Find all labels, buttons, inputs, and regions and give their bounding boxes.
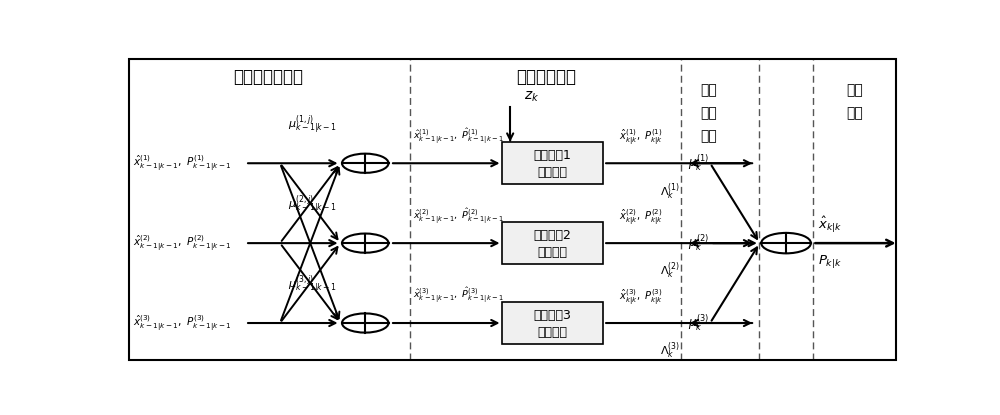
Text: $\hat{x}^{(1)}_{k-1|k-1},\ \hat{P}^{(1)}_{k-1|k-1}$: $\hat{x}^{(1)}_{k-1|k-1},\ \hat{P}^{(1)}…	[413, 126, 504, 146]
Bar	[502, 222, 603, 264]
Text: $\mu^{(2,j)}_{k-1|k-1}$: $\mu^{(2,j)}_{k-1|k-1}$	[288, 193, 337, 216]
Text: $\hat{x}^{(2)}_{k-1|k-1},\ P^{(2)}_{k-1|k-1}$: $\hat{x}^{(2)}_{k-1|k-1},\ P^{(2)}_{k-1|…	[133, 233, 232, 253]
Text: $\mu^{(3,j)}_{k-1|k-1}$: $\mu^{(3,j)}_{k-1|k-1}$	[288, 273, 337, 296]
Text: $\mu^{(3)}_k$: $\mu^{(3)}_k$	[688, 313, 710, 333]
Text: $\Lambda^{(3)}_k$: $\Lambda^{(3)}_k$	[660, 341, 680, 361]
Text: $\hat{x}^{(2)}_{k-1|k-1},\ \hat{P}^{(2)}_{k-1|k-1}$: $\hat{x}^{(2)}_{k-1|k-1},\ \hat{P}^{(2)}…	[413, 206, 504, 225]
Text: 的滤波器: 的滤波器	[538, 166, 568, 179]
Text: 基于模型1: 基于模型1	[534, 149, 572, 162]
Text: $\mu^{(1,j)}_{k-1|k-1}$: $\mu^{(1,j)}_{k-1|k-1}$	[288, 113, 337, 136]
Text: 模型条件初始化: 模型条件初始化	[233, 68, 303, 86]
Text: $\hat{x}_{k|k}$: $\hat{x}_{k|k}$	[818, 215, 842, 234]
Text: 估计: 估计	[847, 83, 863, 97]
Bar	[502, 142, 603, 184]
Text: $z_k$: $z_k$	[524, 90, 539, 104]
Text: 的滤波器: 的滤波器	[538, 326, 568, 339]
Text: $\hat{x}^{(3)}_{k|k},\ P^{(3)}_{k|k}$: $\hat{x}^{(3)}_{k|k},\ P^{(3)}_{k|k}$	[619, 287, 664, 307]
Text: 基于模型2: 基于模型2	[534, 229, 572, 242]
Text: $\hat{x}^{(3)}_{k-1|k-1},\ P^{(3)}_{k-1|k-1}$: $\hat{x}^{(3)}_{k-1|k-1},\ P^{(3)}_{k-1|…	[133, 313, 232, 333]
Text: $\hat{x}^{(1)}_{k-1|k-1},\ P^{(1)}_{k-1|k-1}$: $\hat{x}^{(1)}_{k-1|k-1},\ P^{(1)}_{k-1|…	[133, 153, 232, 173]
Bar	[502, 302, 603, 344]
Text: 模型条件滤波: 模型条件滤波	[516, 68, 576, 86]
Text: $\mu^{(1)}_k$: $\mu^{(1)}_k$	[688, 153, 710, 173]
Text: 概率: 概率	[700, 106, 717, 120]
Text: 基于模型3: 基于模型3	[534, 308, 572, 322]
Text: 融合: 融合	[847, 106, 863, 120]
Text: $P_{k|k}$: $P_{k|k}$	[818, 253, 842, 270]
Text: $\hat{x}^{(2)}_{k|k},\ P^{(2)}_{k|k}$: $\hat{x}^{(2)}_{k|k},\ P^{(2)}_{k|k}$	[619, 208, 664, 227]
Text: $\Lambda^{(1)}_k$: $\Lambda^{(1)}_k$	[660, 181, 680, 202]
Text: $\hat{x}^{(3)}_{k-1|k-1},\ \hat{P}^{(3)}_{k-1|k-1}$: $\hat{x}^{(3)}_{k-1|k-1},\ \hat{P}^{(3)}…	[413, 286, 504, 305]
Text: $\hat{x}^{(1)}_{k|k},\ P^{(1)}_{k|k}$: $\hat{x}^{(1)}_{k|k},\ P^{(1)}_{k|k}$	[619, 127, 664, 147]
Text: $\mu^{(2)}_k$: $\mu^{(2)}_k$	[688, 233, 710, 253]
Text: 更新: 更新	[700, 129, 717, 143]
Text: 的滤波器: 的滤波器	[538, 246, 568, 259]
Text: 模型: 模型	[700, 83, 717, 97]
Text: $\Lambda^{(2)}_k$: $\Lambda^{(2)}_k$	[660, 261, 680, 281]
